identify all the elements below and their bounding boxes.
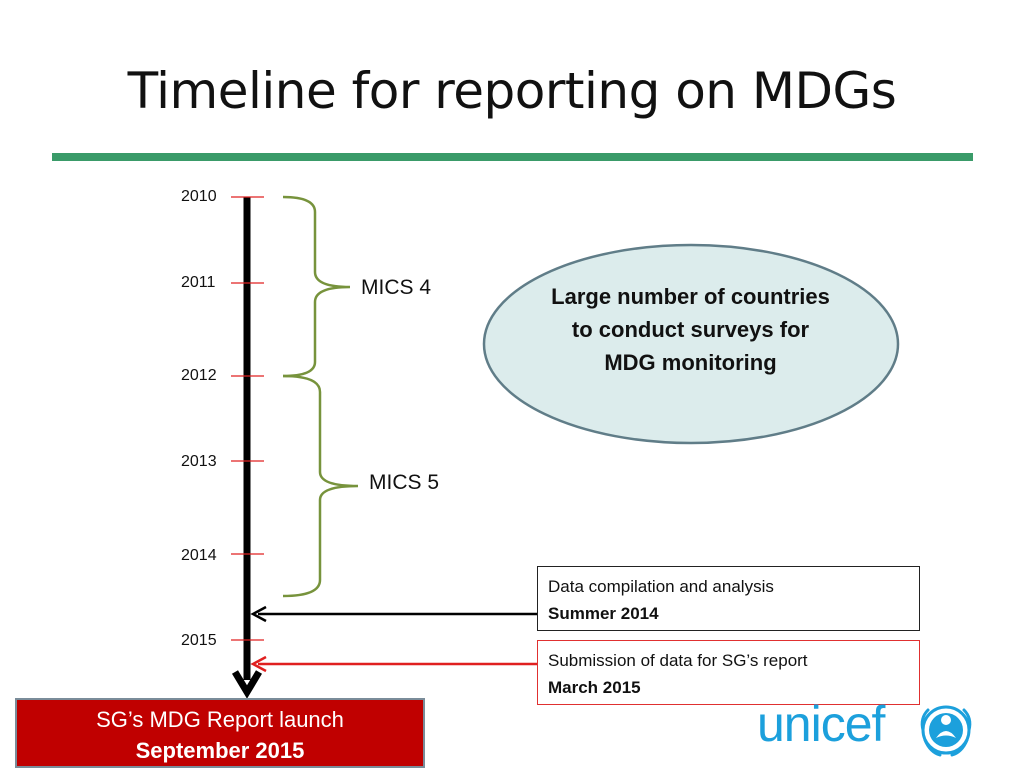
year-label-2011: 2011 [181, 274, 216, 291]
title-divider [52, 153, 973, 161]
report-launch-date: September 2015 [135, 738, 305, 763]
data-compilation-box: Data compilation and analysis Summer 201… [537, 566, 920, 631]
page-title: Timeline for reporting on MDGs [127, 62, 897, 120]
mics5-brace [282, 374, 359, 598]
timeline-arrowhead [231, 670, 263, 699]
year-label-2010: 2010 [181, 188, 217, 205]
year-label-2015: 2015 [181, 632, 217, 649]
callout-ellipse [482, 243, 900, 445]
data-submission-box: Submission of data for SG’s report March… [537, 640, 920, 705]
year-label-2013: 2013 [181, 453, 217, 470]
report-launch-box: SG’s MDG Report launch September 2015 [15, 698, 425, 768]
report-launch-text: SG’s MDG Report launch [96, 707, 344, 732]
mics4-brace [282, 195, 351, 378]
unicef-emblem-icon [920, 705, 972, 757]
unicef-logo-wordmark: unicef [757, 696, 885, 752]
submission-arrowhead [250, 655, 267, 673]
year-label-2014: 2014 [181, 547, 217, 564]
data-submission-date: March 2015 [548, 678, 641, 697]
year-label-2012: 2012 [181, 367, 217, 384]
compilation-arrowhead [250, 605, 267, 623]
callout-text: Large number of countries to conduct sur… [551, 284, 830, 375]
mics5-label: MICS 5 [369, 471, 440, 494]
data-compilation-text: Data compilation and analysis [548, 577, 774, 596]
data-submission-text: Submission of data for SG’s report [548, 651, 808, 670]
data-compilation-date: Summer 2014 [548, 604, 659, 623]
mics4-label: MICS 4 [361, 276, 432, 299]
